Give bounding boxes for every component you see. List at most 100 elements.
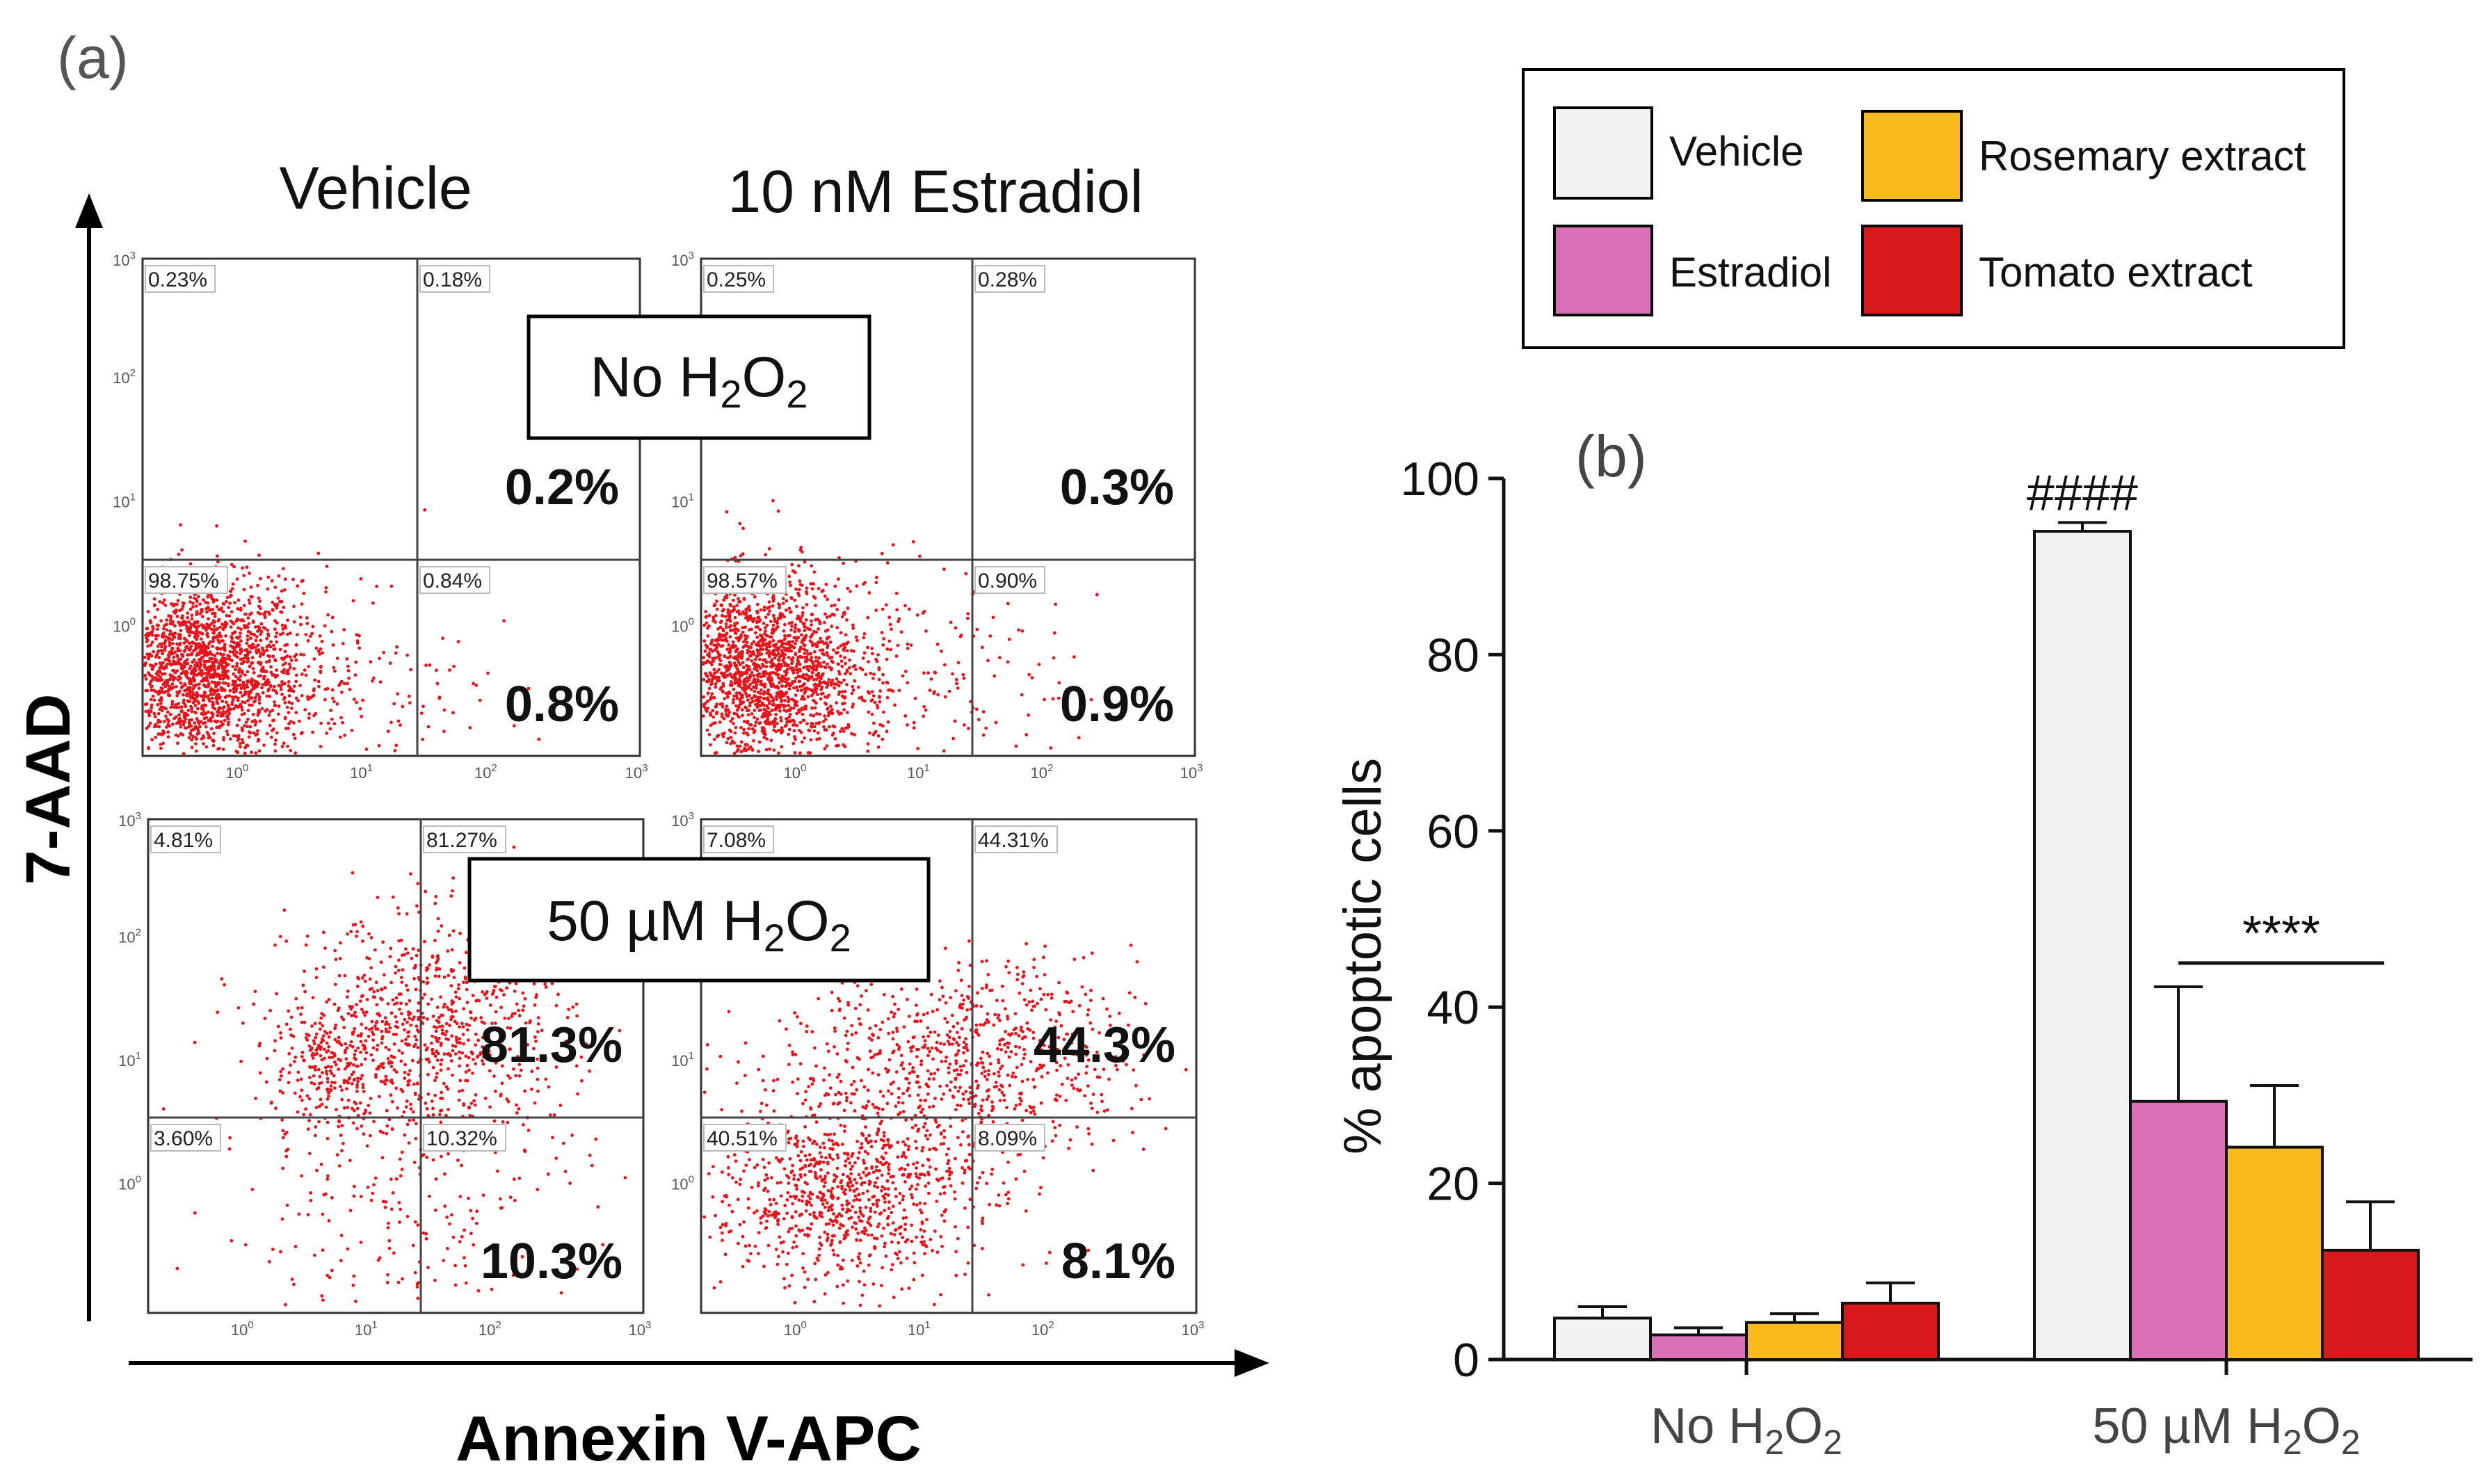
flow-dot [777,676,780,679]
flow-dot [810,587,814,591]
flow-dot [339,716,343,720]
flow-dot [187,653,191,657]
flow-dot [745,640,749,645]
flow-dot [275,731,279,735]
flow-dot [802,643,806,647]
flow-dot [724,625,728,629]
flow-dot [895,608,899,612]
flow-dot [344,1049,347,1052]
flow-dot [732,697,735,702]
flow-dot [715,734,719,739]
flow-dot [776,622,779,625]
flow-dot [853,1177,857,1181]
flow-dot [351,923,355,927]
flow-dot [732,741,736,745]
flow-dot [453,1019,457,1024]
flow-dot [712,619,715,622]
flow-dot [371,679,374,683]
flow-dot [823,629,828,633]
flow-dot [718,663,723,667]
flow-dot [386,1057,390,1060]
flow-dot [323,1056,326,1060]
flow-dot [293,736,297,741]
flow-dot [302,1058,305,1063]
flow-dot [766,606,770,610]
flow-dot [218,634,223,638]
flow-dot [389,1207,394,1211]
flow-dot [744,743,748,747]
flow-dot [188,600,192,604]
flow-dot [330,1081,334,1084]
flow-dot [901,1216,906,1220]
flow-dot [152,725,156,729]
flow-dot [405,1122,410,1127]
flow-dot [465,1022,469,1026]
flow-dot [471,994,475,997]
flow-dot [574,1002,579,1006]
flow-dot [282,741,286,745]
flow-dot [308,634,312,638]
flow-dot [376,1258,380,1262]
flow-dot [156,627,159,631]
flow-dot [202,698,206,702]
flow-dot [725,647,730,652]
flow-dot [787,687,791,691]
flow-dot [333,1081,337,1085]
flow-dot [287,680,291,684]
flow-dot [901,674,905,678]
flow-dot [435,681,440,686]
flow-dot [269,684,273,688]
flow-dot [348,1061,353,1065]
flow-dot [305,1094,310,1098]
flow-dot [203,645,207,649]
flow-dot [716,655,721,659]
flow-dot [257,1044,262,1048]
flow-dot [465,981,469,985]
flow-dot [150,629,154,634]
flow-dot [158,600,162,604]
flow-dot [963,1206,967,1210]
flow-dot [248,602,252,605]
flow-dot [424,663,428,668]
flow-dot [433,901,437,905]
flow-dot [280,1217,284,1221]
flow-dot [352,697,356,701]
flow-dot [311,996,315,999]
flow-dot [729,719,733,723]
flow-dot [785,709,789,713]
flow-dot [787,643,791,647]
flow-dot [269,640,273,644]
flow-dot [768,640,772,645]
flow-dot [772,728,776,732]
flow-dot [260,646,264,650]
flow-dot [794,686,798,689]
flow-dot [170,646,174,650]
flow-dot [922,671,926,675]
flow-dot [709,696,714,700]
flow-dot [477,999,481,1003]
flow-dot [785,608,788,612]
flow-dot [269,665,273,669]
flow-dot [369,1053,373,1057]
flow-dot [506,1074,510,1078]
flow-dot [392,1251,396,1255]
flow-dot [855,1197,859,1202]
flow-dot [194,749,198,753]
flow-dot [339,1085,342,1088]
flow-dot [435,1038,439,1042]
flow-dot [442,1005,446,1009]
flow-dot [371,1046,376,1050]
flow-dot [732,751,737,755]
flow-dot [299,1013,303,1016]
flow-dot [513,1198,517,1202]
flow-dot [332,1002,337,1006]
flow-dot [282,671,286,675]
flow-dot [810,725,814,729]
flow-dot [440,1154,443,1159]
flow-dot [737,669,740,672]
flow-dot [741,552,745,556]
flow-dot [303,668,307,672]
flow-dot [300,1055,304,1058]
flow-dot [148,721,152,725]
flow-dot [870,652,874,656]
